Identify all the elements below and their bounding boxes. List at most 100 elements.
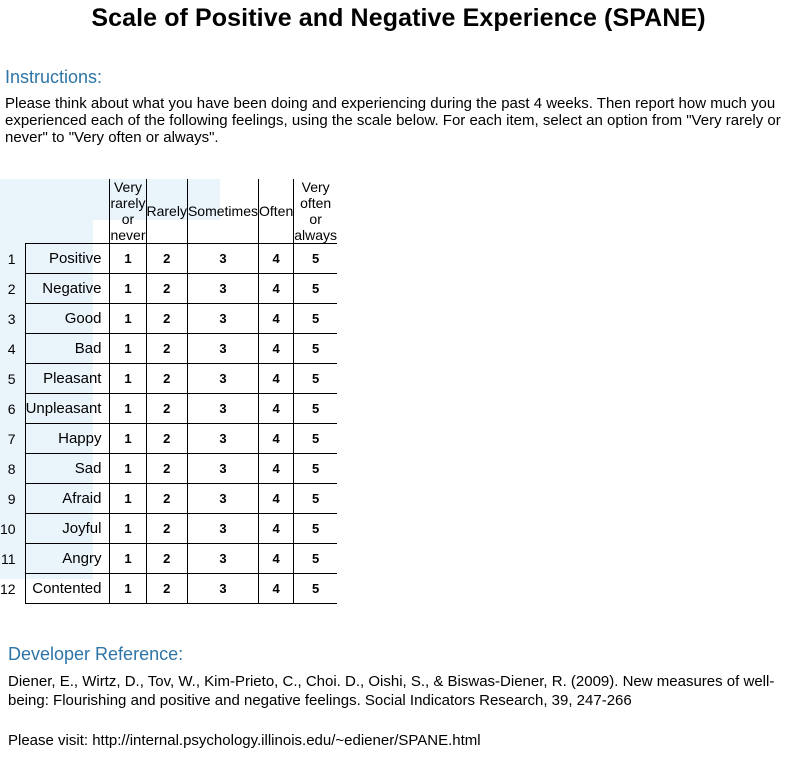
item-number: 11 — [1, 550, 16, 567]
item-label: Afraid — [24, 483, 110, 514]
rating-option-2[interactable]: 2 — [145, 243, 188, 274]
rating-option-2[interactable]: 2 — [145, 483, 188, 514]
page-title: Scale of Positive and Negative Experienc… — [91, 4, 706, 32]
option-header-2: Rarely — [145, 179, 188, 244]
rating-option-1[interactable]: 1 — [109, 573, 146, 604]
table-row: 5 Pleasant 1 2 3 4 5 — [0, 363, 338, 394]
table-row: 4 Bad 1 2 3 4 5 — [0, 333, 338, 364]
item-label: Pleasant — [24, 363, 110, 394]
rating-option-5[interactable]: 5 — [293, 363, 338, 394]
rating-option-5[interactable]: 5 — [293, 303, 338, 334]
rating-option-1[interactable]: 1 — [109, 483, 146, 514]
item-number: 5 — [7, 370, 16, 387]
rating-option-4[interactable]: 4 — [257, 333, 294, 364]
table-row: 8 Sad 1 2 3 4 5 — [0, 453, 338, 484]
reference-citation: Diener, E., Wirtz, D., Tov, W., Kim-Prie… — [8, 673, 775, 709]
rating-option-5[interactable]: 5 — [293, 453, 338, 484]
table-row: 12 Contented 1 2 3 4 5 — [0, 573, 338, 604]
reference-visit: Please visit: http://internal.psychology… — [8, 732, 481, 749]
instructions-text: Please think about what you have been do… — [5, 95, 781, 146]
rating-option-3[interactable]: 3 — [186, 423, 259, 454]
item-number: 10 — [0, 520, 16, 537]
rating-option-5[interactable]: 5 — [293, 543, 338, 574]
rating-option-4[interactable]: 4 — [257, 543, 294, 574]
rating-option-4[interactable]: 4 — [257, 453, 294, 484]
rating-option-1[interactable]: 1 — [109, 393, 146, 424]
rating-option-5[interactable]: 5 — [293, 573, 338, 604]
rating-option-2[interactable]: 2 — [145, 423, 188, 454]
rating-option-1[interactable]: 1 — [109, 543, 146, 574]
rating-option-3[interactable]: 3 — [186, 543, 259, 574]
item-number: 4 — [7, 340, 16, 357]
rating-option-1[interactable]: 1 — [109, 453, 146, 484]
item-number: 12 — [0, 580, 16, 597]
rating-option-4[interactable]: 4 — [257, 393, 294, 424]
rating-option-1[interactable]: 1 — [109, 513, 146, 544]
option-header-4: Often — [257, 179, 294, 244]
item-label: Good — [24, 303, 110, 334]
item-number: 2 — [7, 280, 16, 297]
rating-option-5[interactable]: 5 — [293, 273, 338, 304]
item-label: Sad — [24, 453, 110, 484]
table-row: 2 Negative 1 2 3 4 5 — [0, 273, 338, 304]
rating-option-3[interactable]: 3 — [186, 483, 259, 514]
rating-option-5[interactable]: 5 — [293, 393, 338, 424]
table-row: 10 Joyful 1 2 3 4 5 — [0, 513, 338, 544]
rating-option-3[interactable]: 3 — [186, 273, 259, 304]
rating-option-5[interactable]: 5 — [293, 333, 338, 364]
rating-option-5[interactable]: 5 — [293, 423, 338, 454]
rating-option-4[interactable]: 4 — [257, 573, 294, 604]
rating-option-2[interactable]: 2 — [145, 393, 188, 424]
rating-option-1[interactable]: 1 — [109, 303, 146, 334]
rating-option-2[interactable]: 2 — [145, 363, 188, 394]
option-header-1: Very rarely or never — [109, 179, 146, 244]
item-number: 7 — [7, 430, 16, 447]
rating-option-1[interactable]: 1 — [109, 243, 146, 274]
rating-option-2[interactable]: 2 — [145, 573, 188, 604]
header-blank-label — [25, 179, 110, 244]
rating-option-3[interactable]: 3 — [186, 303, 259, 334]
rating-option-2[interactable]: 2 — [145, 333, 188, 364]
rating-option-2[interactable]: 2 — [145, 543, 188, 574]
option-header-5: Very often or always — [293, 179, 338, 244]
rating-option-4[interactable]: 4 — [257, 243, 294, 274]
rating-option-3[interactable]: 3 — [186, 393, 259, 424]
item-label: Unpleasant — [24, 393, 110, 424]
rating-option-3[interactable]: 3 — [186, 333, 259, 364]
rating-option-1[interactable]: 1 — [109, 363, 146, 394]
rating-option-3[interactable]: 3 — [186, 243, 259, 274]
rating-option-1[interactable]: 1 — [109, 273, 146, 304]
rating-option-5[interactable]: 5 — [293, 483, 338, 514]
item-number: 8 — [7, 460, 16, 477]
rating-option-4[interactable]: 4 — [257, 513, 294, 544]
rating-option-2[interactable]: 2 — [145, 513, 188, 544]
item-number: 6 — [7, 400, 16, 417]
item-label: Contented — [24, 573, 110, 604]
item-label: Joyful — [24, 513, 110, 544]
option-header-3: Sometimes — [186, 179, 259, 244]
table-row: 3 Good 1 2 3 4 5 — [0, 303, 338, 334]
rating-option-4[interactable]: 4 — [257, 273, 294, 304]
rating-option-4[interactable]: 4 — [257, 363, 294, 394]
instructions-heading: Instructions: — [5, 67, 103, 87]
item-label: Happy — [24, 423, 110, 454]
rating-option-4[interactable]: 4 — [257, 423, 294, 454]
table-row: 9 Afraid 1 2 3 4 5 — [0, 483, 338, 514]
rating-option-5[interactable]: 5 — [293, 513, 338, 544]
table-row: 7 Happy 1 2 3 4 5 — [0, 423, 338, 454]
rating-option-2[interactable]: 2 — [145, 273, 188, 304]
rating-option-3[interactable]: 3 — [186, 453, 259, 484]
rating-option-4[interactable]: 4 — [257, 303, 294, 334]
rating-option-3[interactable]: 3 — [186, 513, 259, 544]
rating-option-4[interactable]: 4 — [257, 483, 294, 514]
rating-option-2[interactable]: 2 — [145, 303, 188, 334]
rating-option-5[interactable]: 5 — [293, 243, 338, 274]
rating-option-3[interactable]: 3 — [186, 363, 259, 394]
rating-option-3[interactable]: 3 — [186, 573, 259, 604]
rating-option-2[interactable]: 2 — [145, 453, 188, 484]
rating-option-1[interactable]: 1 — [109, 333, 146, 364]
scale-body: 1 Positive 1 2 3 4 5 2 Negative 1 2 3 4 5 3 Good 1 2 3 4 5 4 B… — [0, 243, 338, 604]
reference-heading: Developer Reference: — [8, 644, 184, 664]
rating-option-1[interactable]: 1 — [109, 423, 146, 454]
item-label: Negative — [24, 273, 110, 304]
